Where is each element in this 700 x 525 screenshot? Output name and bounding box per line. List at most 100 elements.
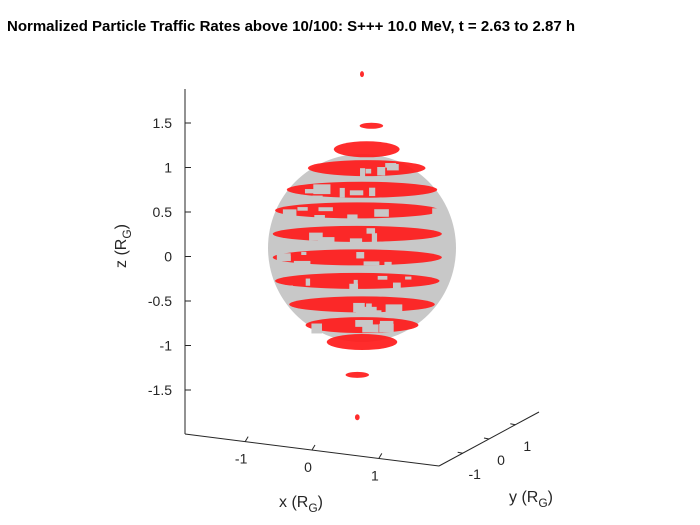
traffic-gap [355, 319, 373, 327]
traffic-band [345, 371, 370, 378]
x-tick-label: -1 [235, 451, 248, 467]
x-axis-label-close: ) [318, 494, 323, 511]
traffic-patch [307, 160, 426, 177]
z-tick-label: 1.5 [153, 115, 173, 131]
traffic-patch [326, 334, 398, 350]
z-tick-label: 0 [164, 249, 172, 265]
x-tick-mark [378, 453, 383, 459]
z-axis-label-base: z (R [113, 239, 130, 268]
traffic-gap [301, 251, 307, 255]
x-axis-label: x (RG) [279, 494, 323, 515]
traffic-band [305, 317, 419, 334]
traffic-gap [392, 282, 401, 289]
traffic-band [275, 272, 440, 294]
traffic-gap [314, 215, 325, 220]
traffic-patch [345, 371, 370, 378]
traffic-band [326, 334, 398, 350]
traffic-gap [369, 187, 376, 197]
traffic-regions [272, 71, 444, 421]
traffic-patch [354, 414, 360, 421]
traffic-gap [283, 255, 291, 261]
traffic-gap [377, 275, 388, 280]
z-ticks: 1.5 1 0.5 0 -0.5 -1 -1.5 [148, 115, 191, 398]
y-tick-label: 1 [523, 438, 531, 454]
traffic-band [275, 202, 443, 221]
traffic-band [359, 122, 384, 129]
y-tick-mark [483, 437, 490, 440]
traffic-gap [349, 238, 363, 245]
z-tick-label: 0.5 [153, 204, 173, 220]
traffic-band [307, 160, 426, 178]
traffic-gap [379, 320, 394, 326]
traffic-gap [304, 189, 323, 194]
y-tick-mark [457, 451, 463, 454]
traffic-gap [317, 239, 322, 245]
x-tick-label: 0 [304, 459, 312, 475]
traffic-gap [297, 207, 308, 211]
traffic-gap [353, 302, 365, 313]
x-axis-label-sub: G [308, 501, 317, 515]
traffic-band [289, 296, 435, 320]
traffic-gap [362, 324, 379, 333]
traffic-gap [356, 252, 365, 259]
traffic-patch [333, 141, 400, 158]
traffic-gap [386, 163, 399, 171]
traffic-gap [347, 214, 358, 221]
y-axis-label-base: y (R [509, 489, 538, 506]
traffic-band [286, 181, 438, 201]
traffic-gap [282, 209, 297, 217]
z-tick-label: 1 [164, 160, 172, 176]
traffic-gap [287, 285, 293, 289]
traffic-gap [339, 187, 345, 198]
traffic-gap [349, 283, 359, 294]
traffic-gap [377, 167, 386, 176]
axes-3d: 1.5 1 0.5 0 -0.5 -1 -1.5 -1 0 1 -1 0 1 [148, 89, 540, 483]
traffic-gap [349, 190, 364, 196]
y-tick-mark [510, 423, 516, 426]
traffic-gap [293, 260, 311, 266]
traffic-gap [384, 261, 392, 271]
x-axis-label-base: x (R [279, 494, 308, 511]
planet-sphere [268, 154, 456, 342]
traffic-gap [312, 195, 323, 201]
z-tick-label: -1.5 [148, 382, 172, 398]
x-ticks: -1 0 1 [235, 436, 383, 483]
chart-title: Normalized Particle Traffic Rates above … [7, 18, 575, 35]
traffic-gap [432, 208, 443, 215]
traffic-gap [309, 232, 323, 241]
traffic-gap [368, 310, 382, 320]
traffic-gap [366, 228, 376, 234]
traffic-band [272, 225, 444, 247]
traffic-gap [318, 207, 333, 212]
z-tick-label: -1 [160, 338, 173, 354]
traffic-patch [359, 122, 384, 129]
traffic-band [333, 141, 400, 158]
traffic-gap [363, 261, 380, 266]
x-tick-label: 1 [371, 467, 379, 483]
traffic-gap [405, 276, 412, 280]
y-tick-label: 0 [497, 452, 505, 468]
plot-area [268, 71, 456, 421]
traffic-band [354, 414, 360, 421]
y-axis-label-close: ) [548, 489, 553, 506]
traffic-patch [275, 202, 440, 219]
z-tick-label: -0.5 [148, 293, 172, 309]
traffic-band [272, 249, 442, 271]
traffic-band [360, 71, 364, 78]
y-ticks: -1 0 1 [457, 423, 531, 482]
x-tick-mark [311, 444, 316, 451]
y-axis-label: y (RG) [509, 489, 553, 510]
traffic-gap [371, 233, 378, 244]
z-axis-label-close: ) [113, 224, 130, 229]
traffic-gap [365, 168, 372, 174]
y-axis-label-sub: G [538, 496, 547, 510]
traffic-gap [374, 209, 389, 217]
traffic-gap [318, 237, 335, 247]
traffic-patch [360, 71, 364, 78]
traffic-gap [305, 278, 311, 286]
y-tick-label: -1 [468, 466, 481, 482]
traffic-gap [360, 168, 366, 178]
traffic-gap [379, 323, 394, 333]
traffic-gap [429, 238, 444, 246]
